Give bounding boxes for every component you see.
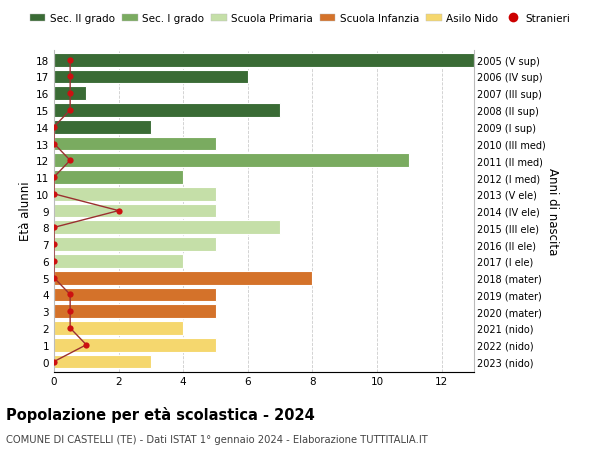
Bar (54, 288, 215, 302)
Text: Popolazione per età scolastica - 2024: Popolazione per età scolastica - 2024 (6, 406, 315, 422)
Bar (54, 171, 183, 185)
Legend: Sec. II grado, Sec. I grado, Scuola Primaria, Scuola Infanzia, Asilo Nido, Stran: Sec. II grado, Sec. I grado, Scuola Prim… (30, 14, 570, 24)
Bar (54, 305, 215, 319)
Bar (54, 221, 280, 235)
Bar (54, 254, 183, 268)
Text: COMUNE DI CASTELLI (TE) - Dati ISTAT 1° gennaio 2024 - Elaborazione TUTTITALIA.I: COMUNE DI CASTELLI (TE) - Dati ISTAT 1° … (6, 434, 428, 444)
Bar (54, 104, 280, 118)
Bar (54, 121, 151, 134)
Bar (54, 154, 409, 168)
Bar (54, 271, 313, 285)
Y-axis label: Anni di nascita: Anni di nascita (547, 168, 559, 255)
Bar (54, 338, 215, 352)
Y-axis label: Età alunni: Età alunni (19, 181, 32, 241)
Bar (54, 87, 86, 101)
Bar (54, 238, 215, 252)
Bar (54, 321, 183, 335)
Bar (54, 54, 474, 67)
Bar (54, 137, 215, 151)
Bar (54, 188, 215, 201)
Bar (54, 70, 248, 84)
Bar (54, 355, 151, 369)
Bar (54, 204, 215, 218)
